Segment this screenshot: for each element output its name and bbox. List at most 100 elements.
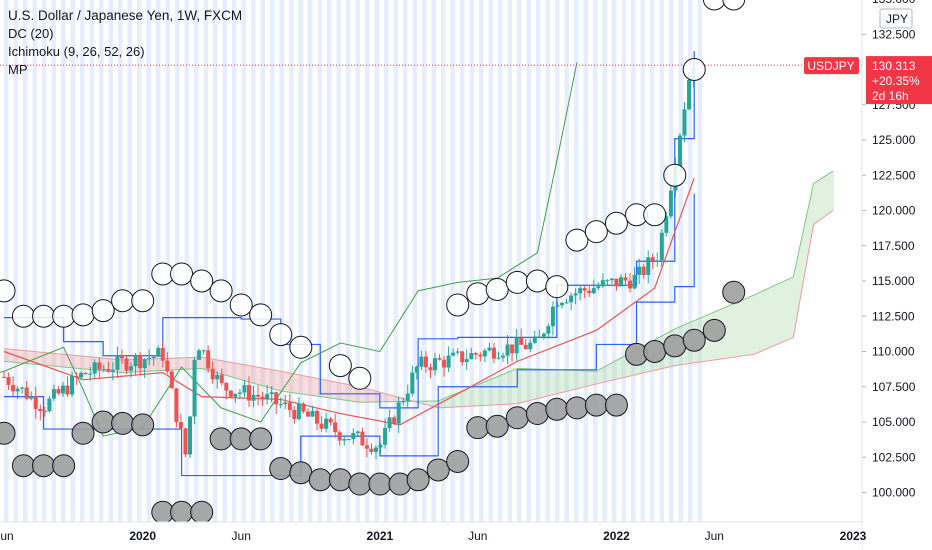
week-stripe	[507, 0, 512, 522]
candle-up	[383, 427, 388, 445]
candle-up	[133, 355, 138, 367]
cloud-segment	[239, 363, 245, 381]
cloud-segment	[366, 388, 372, 403]
legend-symbol[interactable]: U.S. Dollar / Japanese Yen, 1W, FXCM	[8, 8, 243, 23]
candle-up	[401, 401, 406, 403]
cloud-segment	[35, 351, 41, 365]
candle-up	[151, 356, 156, 358]
legend-mp[interactable]: MP	[8, 62, 28, 77]
x-tick-label: 2021	[367, 529, 394, 543]
cloud-segment	[466, 387, 472, 407]
candle-up	[310, 410, 315, 417]
y-tick-label: 117.500	[872, 239, 915, 253]
cloud-segment	[566, 370, 572, 392]
legend-ichimoku[interactable]: Ichimoku (9, 26, 52, 26)	[8, 44, 145, 59]
x-tick-label: 2022	[603, 529, 630, 543]
cloud-segment	[348, 384, 354, 402]
candle-up	[501, 355, 506, 358]
y-tick-label: 132.500	[872, 27, 916, 41]
mp-marker-below	[328, 468, 352, 492]
cloud-segment	[571, 370, 576, 391]
week-stripe	[517, 0, 522, 522]
cloud-segment	[743, 297, 749, 356]
cloud-segment	[8, 349, 14, 363]
cloud-segment	[385, 393, 390, 402]
cloud-segment	[507, 370, 513, 405]
candle-up	[546, 326, 551, 334]
cloud-segment	[335, 381, 340, 400]
price-tag: USDJPY 130.313+20.35%2d 16h	[804, 56, 932, 105]
legend-donchian[interactable]: DC (20)	[8, 26, 54, 41]
cloud-segment	[752, 293, 758, 355]
candle-up	[296, 403, 301, 420]
week-stripe	[232, 0, 237, 522]
candle-down	[206, 350, 211, 369]
mp-marker-above	[190, 269, 214, 293]
x-tick-label: Jun	[705, 529, 724, 543]
candle-up	[596, 286, 601, 289]
candle-up	[47, 398, 52, 412]
week-stripe	[13, 0, 18, 522]
week-stripe	[564, 0, 569, 522]
x-tick-label: 2020	[129, 529, 156, 543]
week-stripe	[688, 0, 693, 522]
candle-down	[65, 385, 70, 395]
week-stripe	[80, 0, 85, 522]
week-stripe	[574, 0, 579, 522]
cloud-segment	[153, 358, 159, 371]
candle-down	[38, 408, 43, 412]
candle-up	[101, 369, 106, 371]
candle-up	[655, 260, 660, 262]
x-tick-label: Jun	[232, 529, 251, 543]
week-stripe	[555, 0, 560, 522]
cloud-segment	[788, 276, 794, 340]
week-stripe	[431, 0, 436, 522]
y-tick-label: 105.000	[872, 415, 916, 429]
candle-up	[20, 387, 25, 389]
mp-marker-above	[32, 304, 56, 328]
price-tag-box	[866, 56, 932, 105]
cloud-segment	[770, 285, 776, 348]
candle-down	[2, 376, 6, 378]
cloud-segment	[607, 362, 612, 382]
candle-down	[256, 394, 261, 397]
y-tick-label: 135.000	[872, 0, 916, 6]
cloud-segment	[303, 375, 308, 395]
mp-markers	[0, 0, 746, 524]
legend: U.S. Dollar / Japanese Yen, 1W, FXCM DC …	[8, 7, 242, 79]
candle-down	[328, 418, 333, 423]
currency-box[interactable]	[879, 8, 913, 29]
week-stripe	[536, 0, 541, 522]
mp-marker-above	[289, 335, 313, 359]
cloud-segment	[562, 370, 567, 393]
cloud-segment	[171, 358, 177, 371]
mp-marker-below	[565, 396, 589, 420]
cloud-segment	[158, 358, 163, 371]
candle-up	[505, 344, 510, 356]
candle-down	[473, 353, 478, 355]
cloud-segment	[598, 367, 603, 384]
price-tag-countdown: 2d 16h	[872, 89, 909, 103]
cloud-segment	[298, 374, 304, 395]
mp-marker-above	[170, 262, 194, 286]
candle-up	[265, 394, 270, 399]
week-stripe	[498, 0, 503, 522]
week-stripe	[621, 0, 626, 522]
candle-up	[29, 396, 34, 399]
mp-marker-below	[426, 458, 450, 482]
mp-marker-above	[525, 269, 549, 293]
candle-down	[478, 354, 483, 357]
candle-down	[106, 369, 111, 372]
y-tick-label: 107.500	[872, 380, 916, 394]
mp-marker-below	[525, 402, 549, 426]
mp-marker-below	[91, 410, 115, 434]
mp-marker-below	[249, 427, 273, 451]
cloud-segment	[620, 355, 626, 379]
candle-down	[42, 411, 47, 413]
kijun-line	[3, 177, 695, 426]
cloud-segment	[811, 182, 817, 236]
donchian-lower-line	[4, 193, 695, 477]
candle-up	[233, 393, 238, 397]
